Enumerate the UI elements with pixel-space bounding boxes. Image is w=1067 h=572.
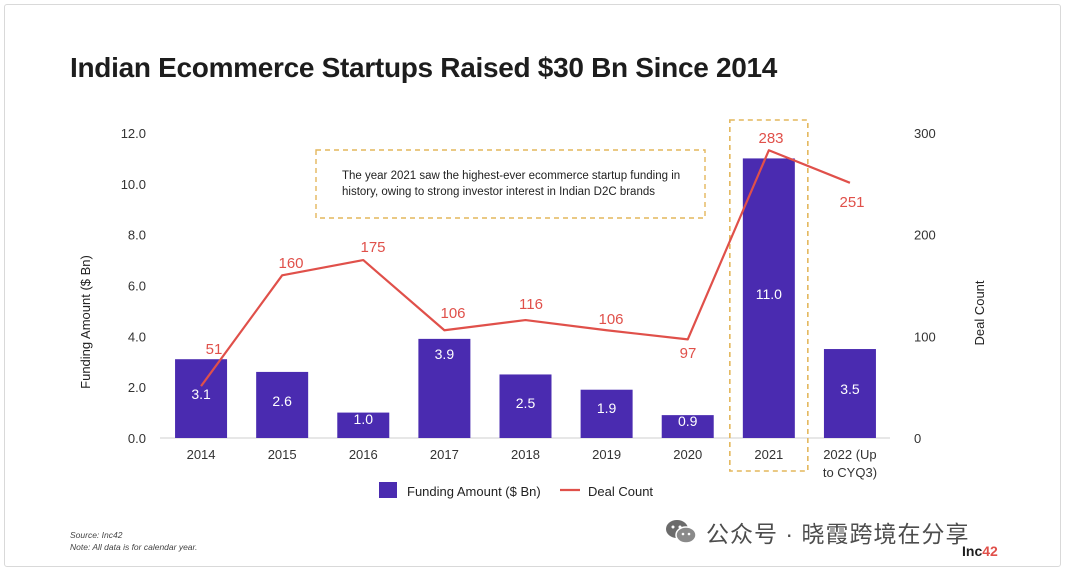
highlight-box bbox=[729, 119, 809, 472]
annotation-box bbox=[315, 149, 706, 219]
bar bbox=[175, 359, 228, 438]
y-tick-label: 6.0 bbox=[128, 279, 146, 294]
y2-tick-label: 0 bbox=[914, 431, 921, 446]
bar-value-label: 3.1 bbox=[191, 386, 211, 402]
legend-label-funding: Funding Amount ($ Bn) bbox=[407, 484, 541, 499]
legend-swatch-funding bbox=[379, 482, 397, 498]
y2-tick-label: 300 bbox=[914, 126, 936, 141]
bar bbox=[823, 349, 876, 438]
brand-prefix: Inc bbox=[962, 543, 983, 559]
x-tick-label: 2018 bbox=[511, 447, 540, 462]
y-tick-label: 0.0 bbox=[128, 431, 146, 446]
bar-value-label: 2.6 bbox=[272, 393, 292, 409]
bar-value-label: 3.5 bbox=[840, 381, 860, 397]
bar bbox=[337, 412, 390, 438]
calendar-note: Note: All data is for calendar year. bbox=[70, 542, 198, 552]
deal-count-label: 251 bbox=[839, 194, 864, 211]
bar-value-label: 0.9 bbox=[678, 413, 698, 429]
wechat-icon bbox=[666, 520, 697, 544]
x-tick-label: 2021 bbox=[754, 447, 783, 462]
bar bbox=[580, 389, 633, 438]
y-tick-label: 10.0 bbox=[121, 177, 146, 192]
bar bbox=[499, 374, 552, 438]
x-tick-label: 2016 bbox=[349, 447, 378, 462]
deal-count-label: 283 bbox=[758, 130, 783, 147]
watermark-text: 公众号 · 晓霞跨境在分享 bbox=[706, 521, 970, 547]
x-tick-label: to CYQ3) bbox=[823, 465, 877, 480]
chart-title: Indian Ecommerce Startups Raised $30 Bn … bbox=[70, 52, 778, 83]
footer-notes: Source: Inc42 Note: All data is for cale… bbox=[70, 529, 197, 553]
y2-axis-title: Deal Count bbox=[972, 280, 987, 345]
source-note: Source: Inc42 bbox=[70, 530, 123, 540]
x-tick-label: 2017 bbox=[430, 447, 459, 462]
bar bbox=[418, 338, 471, 438]
deal-count-label: 97 bbox=[680, 345, 697, 362]
annotation-text: history, owing to strong investor intere… bbox=[342, 186, 655, 198]
page-frame bbox=[4, 4, 1061, 567]
deal-count-label: 106 bbox=[598, 311, 623, 328]
bar-value-label: 1.0 bbox=[354, 411, 374, 427]
bar-value-label: 2.5 bbox=[516, 395, 536, 411]
y2-tick-label: 200 bbox=[914, 228, 936, 243]
deal-count-label: 51 bbox=[206, 341, 223, 358]
x-tick-label: 2015 bbox=[268, 447, 297, 462]
deal-count-label: 116 bbox=[519, 296, 543, 313]
bar bbox=[256, 371, 309, 438]
y-tick-label: 12.0 bbox=[121, 126, 146, 141]
brand-logo: Inc42 bbox=[962, 543, 998, 559]
bar-value-label: 3.9 bbox=[435, 346, 455, 362]
annotation-text: The year 2021 saw the highest-ever ecomm… bbox=[342, 170, 680, 182]
y-tick-label: 8.0 bbox=[128, 228, 146, 243]
y-tick-label: 2.0 bbox=[128, 380, 146, 395]
legend-label-deals: Deal Count bbox=[588, 484, 653, 499]
x-tick-label: 2020 bbox=[673, 447, 702, 462]
x-tick-label: 2014 bbox=[187, 447, 216, 462]
brand-suffix: 42 bbox=[982, 543, 998, 559]
deal-count-line bbox=[200, 149, 851, 387]
deal-count-label: 160 bbox=[278, 255, 303, 272]
x-tick-label: 2022 (Up bbox=[823, 447, 876, 462]
watermark: 公众号 · 晓霞跨境在分享 bbox=[664, 515, 969, 549]
y-axis-title: Funding Amount ($ Bn) bbox=[78, 255, 93, 389]
deal-count-label: 106 bbox=[440, 305, 465, 322]
y2-tick-label: 100 bbox=[914, 329, 936, 344]
bar-value-label: 11.0 bbox=[756, 286, 782, 302]
bar-value-label: 1.9 bbox=[597, 400, 617, 416]
y-tick-label: 4.0 bbox=[128, 329, 146, 344]
x-tick-label: 2019 bbox=[592, 447, 621, 462]
bar bbox=[742, 158, 795, 438]
deal-count-label: 175 bbox=[360, 239, 385, 256]
bar bbox=[661, 415, 714, 438]
